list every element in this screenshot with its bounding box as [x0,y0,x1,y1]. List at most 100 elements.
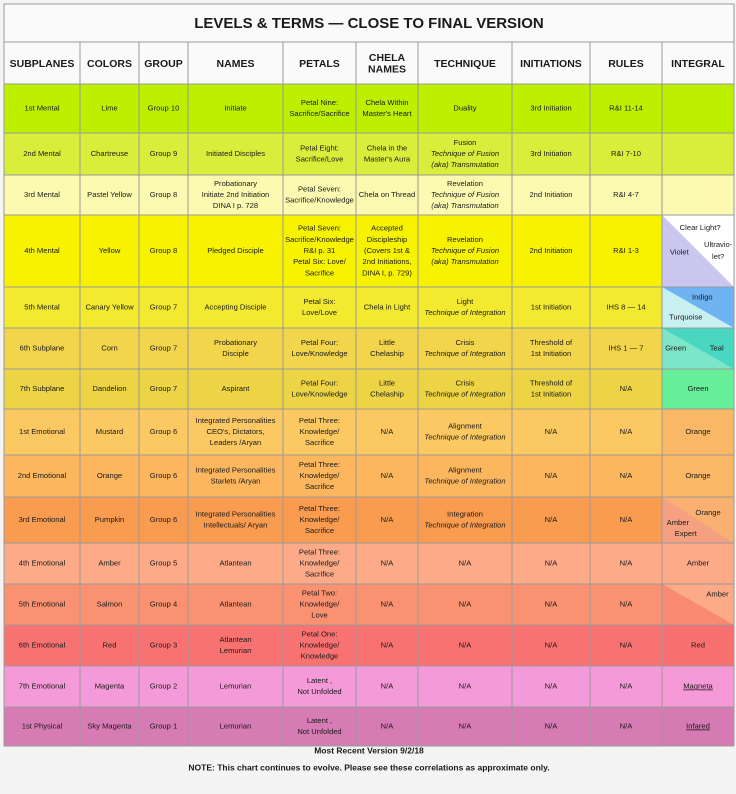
subplane-text: 2nd Mental [23,149,61,158]
technique-text: Duality [453,104,476,113]
chela-text: 2nd Initiations, [363,257,412,266]
names-text: DINA I p. 728 [213,201,258,210]
initiations-text: N/A [545,559,559,568]
rules-text: IHS 1 — 7 [608,344,643,353]
technique-text: Crisis [456,338,475,347]
column-header: COLORS [87,58,132,70]
integral-label: Expert [675,529,698,538]
integral-label: Indigo [692,292,713,301]
technique-text: Technique of Integration [424,477,505,486]
subplane-text: 6th Subplane [20,344,65,353]
petals-text: Petal Six: [303,297,335,306]
initiations-text: N/A [545,471,559,480]
table-row [4,707,734,746]
subplane-text: 1st Mental [24,104,59,113]
technique-text: N/A [459,559,473,568]
column-header: CHELA [369,52,406,64]
names-text: Atlantean [219,559,251,568]
table-row [4,455,734,497]
group-text: Group 9 [150,149,177,158]
petals-text: Sacrifice [305,268,334,277]
petals-text: Not Unfolded [297,727,341,736]
petals-text: Petal Four: [301,378,338,387]
rules-text: R&I 7-10 [611,149,641,158]
group-text: Group 8 [150,190,177,199]
title-bar [3,3,735,43]
chela-text: Discipleship [367,235,408,244]
petals-text: Petal Seven: [298,224,341,233]
color-text: Orange [97,471,122,480]
technique-text: N/A [459,682,473,691]
chela-text: Chelaship [370,390,404,399]
rules-text: N/A [620,682,634,691]
table-row [4,666,734,707]
color-text: Corn [101,344,117,353]
initiations-text: Threshold of [530,338,573,347]
integral-label: Red [691,641,705,650]
petals-text: Knowledge/ [300,559,341,568]
petals-text: Petal Seven: [298,184,341,193]
names-text: Pledged Disciple [207,246,264,255]
petals-text: R&I p. 31 [304,246,336,255]
petals-text: Sacrifice [305,526,334,535]
chela-text: Accepted [371,224,403,233]
column-header: RULES [608,58,644,70]
petals-text: Knowledge/ [300,471,341,480]
technique-text: Technique of Fusion [431,149,499,158]
chela-text: N/A [381,559,395,568]
subplane-text: 7th Emotional [19,682,66,691]
names-text: Atlantean [219,635,251,644]
chela-text: Chela on Thread [359,190,415,199]
column-header: INITIATIONS [520,58,582,70]
chela-text: N/A [381,641,395,650]
petals-text: Petal Eight: [300,143,339,152]
table-row [4,328,734,369]
names-text: Initiated Disciples [206,149,265,158]
initiations-text: 2nd Initiation [529,246,572,255]
petals-text: Petal Nine: [301,98,338,107]
petals-text: Sacrifice/Love [296,155,344,164]
rules-text: N/A [620,515,634,524]
technique-text: Light [457,297,474,306]
chela-text: N/A [381,600,395,609]
technique-text: Revelation [447,235,483,244]
integral-label: Turquoise [669,312,703,321]
color-text: Lime [101,104,117,113]
initiations-text: N/A [545,600,559,609]
color-text: Dandelion [92,384,126,393]
petals-text: Sacrifice [305,570,334,579]
petals-text: Petal Three: [299,460,340,469]
integral-label: Orange [685,471,710,480]
rules-text: R&I 11-14 [609,104,643,113]
color-text: Canary Yellow [85,303,134,312]
petals-text: Knowledge/ [300,515,341,524]
integral-label: Green [665,344,686,353]
integral-split [662,497,734,543]
names-text: Integrated Personalities [196,465,276,474]
subplane-text: 5th Mental [24,303,60,312]
petals-text: Love/Knowledge [291,349,347,358]
initiations-text: 3rd Initiation [530,149,571,158]
names-text: Probationary [214,338,257,347]
initiations-text: Threshold of [530,378,573,387]
chela-text: Little [379,378,395,387]
subplane-text: 5th Emotional [19,600,66,609]
chela-text: Master's Heart [362,109,412,118]
petals-text: Petal Three: [299,416,340,425]
integral-fill [662,455,734,497]
table-row [4,215,734,287]
rules-text: N/A [620,427,634,436]
group-text: Group 7 [150,384,177,393]
chela-text: Chelaship [370,349,404,358]
technique-text: N/A [459,722,473,731]
names-text: Starlets /Aryan [211,477,261,486]
petals-text: Knowledge/ [300,641,341,650]
subplane-text: 3rd Emotional [19,515,66,524]
integral-label: Clear Light? [680,223,721,232]
rules-text: R&I 1-3 [613,246,639,255]
table-row [4,133,734,175]
petals-text: Latent , [307,716,332,725]
integral-label: let? [712,252,724,261]
subplane-text: 4th Emotional [19,559,66,568]
column-header: TECHNIQUE [434,58,496,70]
